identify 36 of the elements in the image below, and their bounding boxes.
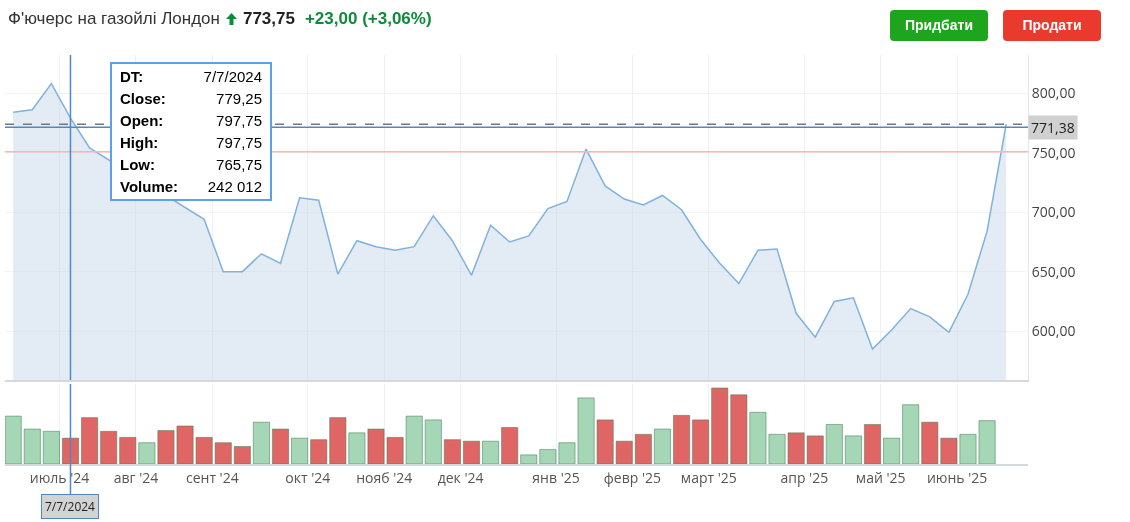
annotation: Low: — [120, 156, 156, 173]
x-tick-label: май '25 — [855, 467, 906, 487]
annotation: High: — [120, 134, 160, 151]
x-tick-label: июнь '25 — [926, 467, 988, 487]
button: Продати — [1003, 10, 1101, 41]
annotation: 242 012 — [206, 178, 262, 195]
ref-line-label: 771,38 — [1031, 118, 1075, 137]
y-tick-label: 700,00 — [1031, 202, 1076, 222]
x-tick-label: июль '24 — [29, 467, 90, 487]
annotation: 797,75 — [215, 134, 262, 151]
y-tick-label: 750,00 — [1031, 142, 1076, 162]
ref-line-label: 7/7/2024 — [45, 498, 96, 515]
x-tick-label: март '25 — [680, 467, 737, 487]
text: 773,75 — [242, 9, 295, 29]
x-tick-label: апр '25 — [780, 467, 829, 487]
x-tick-label: окт '24 — [285, 467, 331, 487]
x-tick-label: янв '25 — [532, 467, 580, 487]
text: +23,00 (+3,06%) — [304, 9, 432, 29]
x-tick-label: февр '25 — [603, 467, 662, 487]
annotation: 7/7/2024 — [202, 68, 262, 85]
x-tick-label: сент '24 — [185, 467, 239, 487]
annotation: 797,75 — [215, 112, 262, 129]
annotation: DT: — [120, 68, 145, 85]
x-tick-label: дек '24 — [437, 467, 484, 487]
button: Придбати — [890, 10, 988, 41]
text: Ф'ючерс на газойлі Лондон — [8, 9, 220, 29]
annotation: 765,75 — [215, 156, 262, 173]
annotation: 779,25 — [215, 90, 262, 107]
annotation: Open: — [120, 112, 165, 129]
y-tick-label: 650,00 — [1031, 261, 1076, 281]
y-tick-label: 800,00 — [1031, 83, 1076, 102]
x-tick-label: авг '24 — [113, 467, 159, 487]
annotation: Volume: — [120, 178, 180, 195]
annotation: Close: — [120, 90, 167, 107]
x-tick-label: нояб '24 — [356, 467, 413, 487]
y-tick-label: 600,00 — [1031, 321, 1076, 341]
